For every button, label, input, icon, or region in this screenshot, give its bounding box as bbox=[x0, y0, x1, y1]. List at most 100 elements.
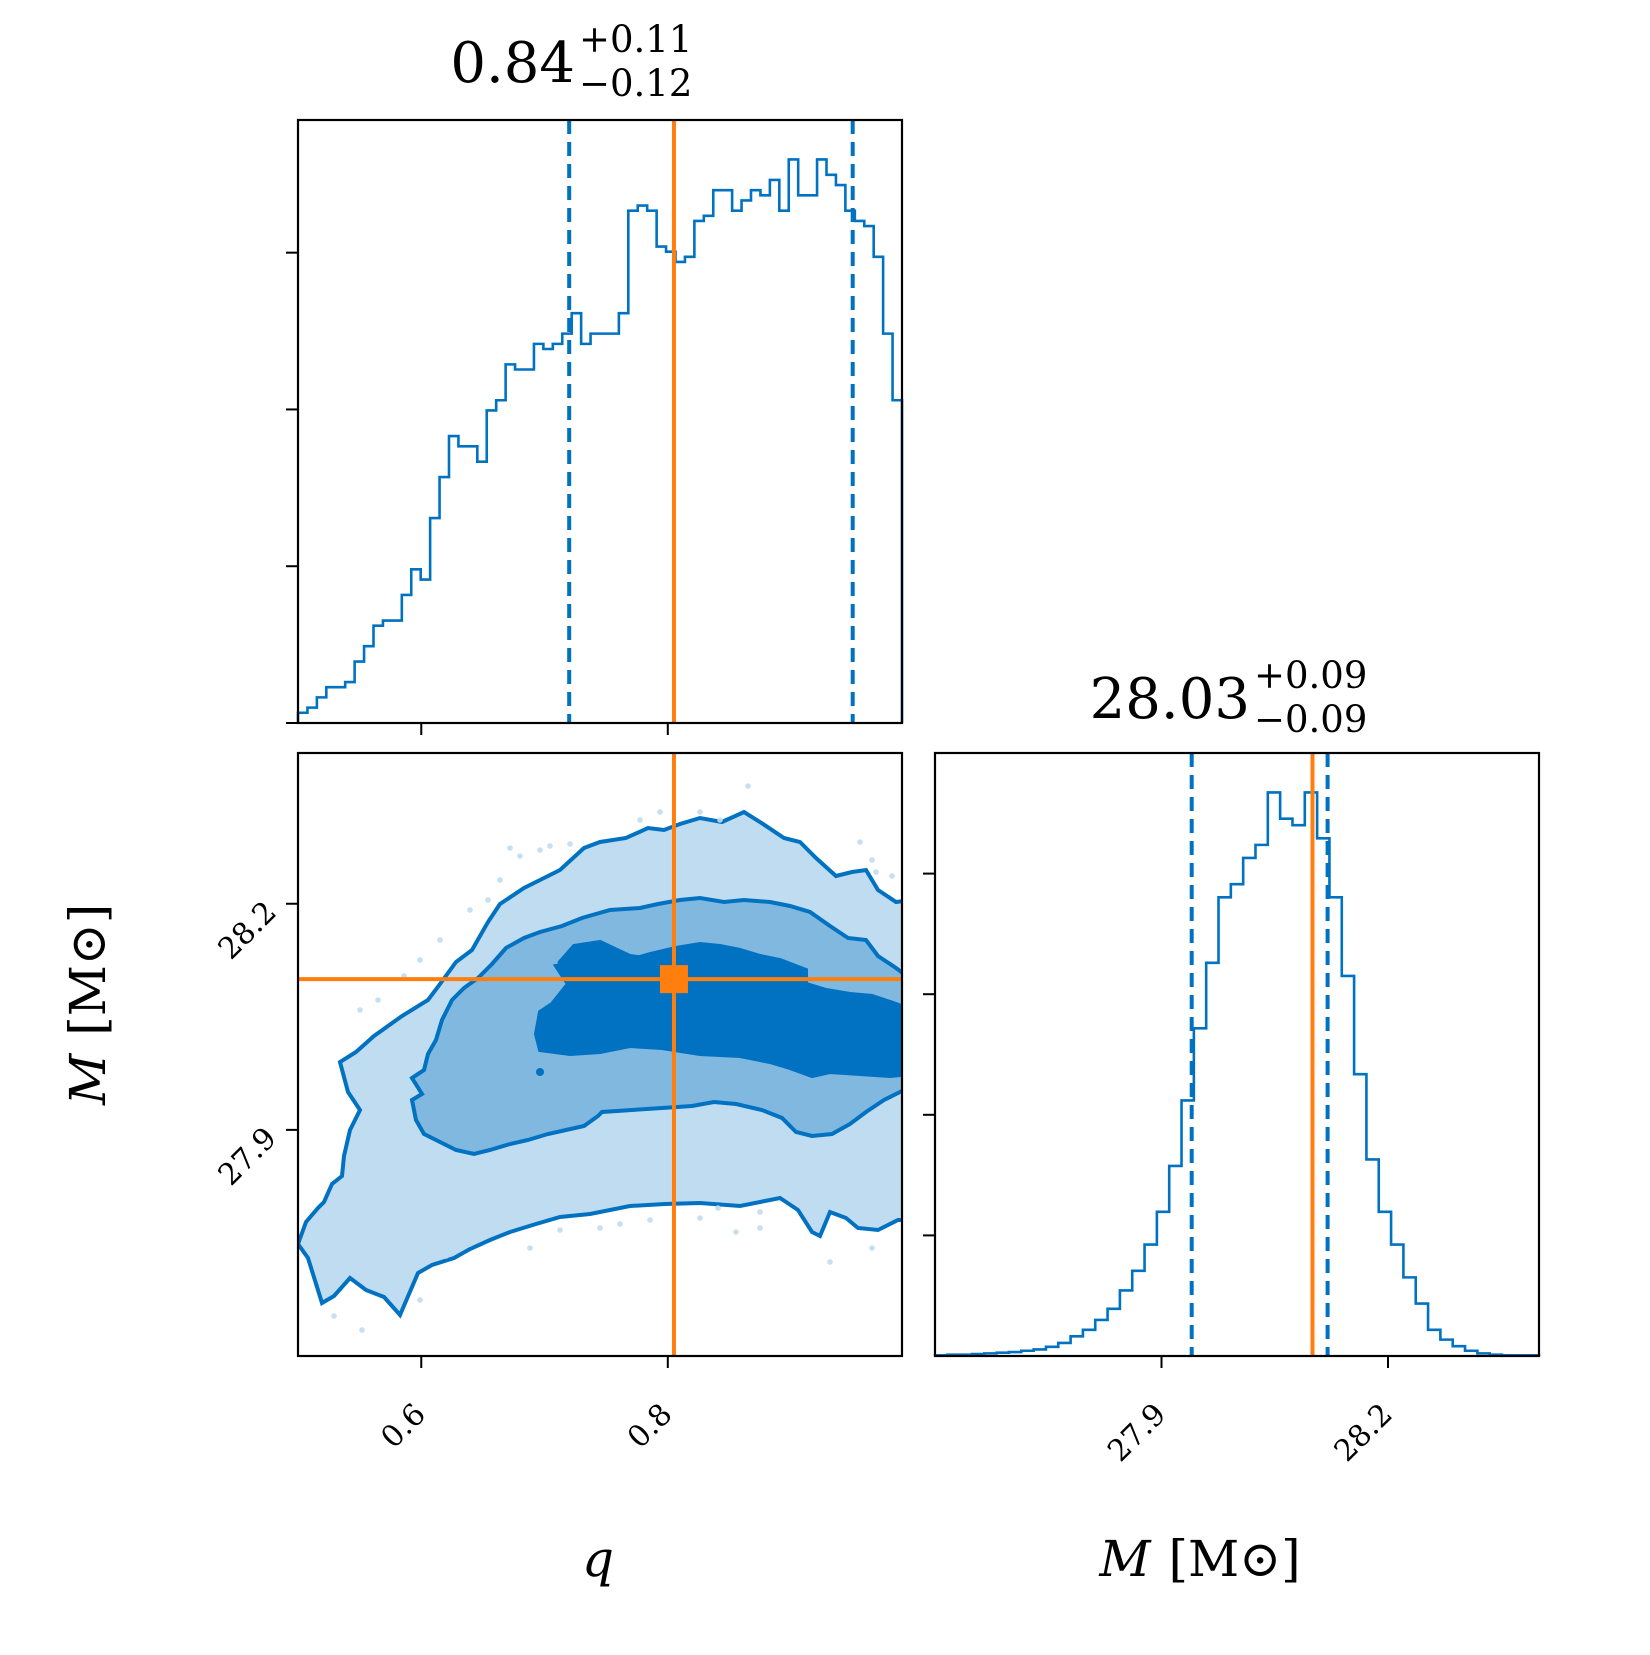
hist-bin-0-49 bbox=[760, 195, 769, 723]
contour-inner-dot bbox=[536, 1068, 544, 1076]
sample-point-7 bbox=[637, 817, 643, 823]
contour-level-inner-blob bbox=[557, 939, 761, 974]
sample-point-8 bbox=[657, 809, 663, 815]
contour-plot-area bbox=[298, 753, 902, 1356]
sample-points bbox=[331, 783, 895, 1333]
sample-point-30 bbox=[733, 1229, 739, 1235]
sample-point-18 bbox=[375, 997, 381, 1003]
sample-point-22 bbox=[357, 1259, 363, 1265]
hist-bin-0-54 bbox=[808, 195, 817, 723]
m-title-value: 28.03 bbox=[1090, 667, 1250, 732]
hist-bin-2-38 bbox=[1403, 1277, 1415, 1356]
hist-bin-0-46 bbox=[732, 211, 741, 723]
hist-bin-0-6 bbox=[355, 662, 364, 723]
m-histogram-frame bbox=[933, 751, 1541, 1358]
contour-xtick-label-1: 0.8 bbox=[621, 1397, 679, 1455]
sample-point-33 bbox=[869, 1245, 875, 1251]
sample-point-4 bbox=[537, 847, 543, 853]
sample-point-29 bbox=[697, 1215, 703, 1221]
sample-point-23 bbox=[377, 1287, 383, 1293]
hist-bin-2-34 bbox=[1354, 1074, 1366, 1356]
hist-bin-0-63 bbox=[893, 400, 902, 723]
hist-bin-2-9 bbox=[1046, 1347, 1058, 1356]
hist-bin-0-8 bbox=[374, 626, 383, 723]
hist-bin-0-30 bbox=[581, 344, 590, 723]
contour-panel: 0.6 0.8 27.9 28.2 q M [M⊙] bbox=[59, 751, 904, 1588]
hist-bin-0-61 bbox=[874, 257, 883, 723]
hist-bin-0-24 bbox=[525, 369, 534, 723]
hist-bin-0-27 bbox=[553, 344, 562, 723]
q-histogram-panel: 0.84 +0.11 −0.12 bbox=[286, 18, 904, 735]
hist-bin-0-23 bbox=[515, 369, 524, 723]
hist-step-outline-0 bbox=[296, 158, 904, 723]
hist-bin-0-45 bbox=[723, 190, 732, 723]
hist-bin-2-33 bbox=[1342, 976, 1354, 1356]
hist-bin-0-19 bbox=[477, 462, 486, 723]
m-hist-xtick-label-0: 27.9 bbox=[1101, 1397, 1173, 1469]
q-title-plus: +0.11 bbox=[579, 18, 692, 61]
m-hist-xtick-label-1: 28.2 bbox=[1328, 1397, 1400, 1469]
sample-point-9 bbox=[857, 839, 863, 845]
contour-ylabel: M [M⊙] bbox=[59, 904, 117, 1106]
hist-bin-0-52 bbox=[789, 159, 798, 723]
sample-point-39 bbox=[443, 1253, 449, 1259]
hist-bin-0-5 bbox=[345, 682, 354, 723]
hist-bin-2-32 bbox=[1329, 897, 1341, 1356]
hist-bin-0-21 bbox=[496, 400, 505, 723]
sample-point-1 bbox=[687, 823, 693, 829]
q-title-minus: −0.12 bbox=[579, 62, 692, 105]
sample-point-28 bbox=[647, 1217, 653, 1223]
hist-bin-0-47 bbox=[742, 200, 751, 723]
contour-frame bbox=[296, 751, 904, 1358]
sample-point-27 bbox=[597, 1225, 603, 1231]
sample-point-3 bbox=[507, 845, 513, 851]
sample-point-24 bbox=[417, 1297, 423, 1303]
hist-bin-2-11 bbox=[1071, 1336, 1083, 1356]
sample-point-12 bbox=[889, 873, 895, 879]
sample-point-34 bbox=[715, 1205, 721, 1211]
hist-bin-0-20 bbox=[487, 410, 496, 723]
hist-bin-0-22 bbox=[506, 364, 515, 723]
truth-crosshair bbox=[298, 753, 902, 1356]
hist-bin-2-12 bbox=[1083, 1330, 1095, 1356]
m-xlabel: M [M⊙] bbox=[1098, 1530, 1300, 1588]
hist-bin-0-1 bbox=[307, 708, 316, 723]
hist-bin-0-31 bbox=[591, 334, 600, 723]
hist-bin-0-15 bbox=[440, 477, 449, 723]
hist-bin-0-57 bbox=[836, 185, 845, 723]
hist-bin-0-4 bbox=[336, 687, 345, 723]
sample-point-37 bbox=[499, 1223, 505, 1229]
q-title: 0.84 bbox=[450, 31, 575, 96]
sample-point-43 bbox=[517, 853, 523, 859]
hist-bin-0-35 bbox=[628, 211, 637, 723]
sample-point-6 bbox=[597, 847, 603, 853]
m-histogram-panel: 27.9 28.2 28.03 +0.09 −0.09 M [M⊙] bbox=[923, 654, 1541, 1588]
hist-bin-0-12 bbox=[411, 569, 420, 723]
hist-bin-0-7 bbox=[364, 646, 373, 723]
hist-bin-0-62 bbox=[883, 334, 892, 723]
m-xlabel-unit: [M⊙] bbox=[1169, 1530, 1301, 1588]
hist-bin-0-32 bbox=[600, 334, 609, 723]
sample-point-42 bbox=[485, 897, 491, 903]
sample-point-45 bbox=[697, 809, 703, 815]
sample-point-41 bbox=[331, 1313, 337, 1319]
hist-bin-0-40 bbox=[676, 262, 685, 723]
hist-bin-2-37 bbox=[1391, 1245, 1403, 1356]
hist-bin-2-29 bbox=[1292, 825, 1304, 1356]
hist-bin-2-36 bbox=[1379, 1212, 1391, 1356]
hist-bin-0-25 bbox=[534, 344, 543, 723]
m-xlabel-symbol: M bbox=[1098, 1530, 1152, 1588]
hist-bin-0-2 bbox=[317, 697, 326, 723]
hist-bin-0-55 bbox=[817, 159, 826, 723]
hist-bin-0-51 bbox=[779, 211, 788, 723]
contour-ylabel-unit: [M⊙] bbox=[59, 904, 117, 1036]
hist-bin-2-40 bbox=[1428, 1330, 1440, 1356]
hist-bin-0-56 bbox=[827, 175, 836, 723]
contour-ytick-label-1: 28.2 bbox=[212, 895, 284, 967]
hist-bin-2-23 bbox=[1219, 897, 1231, 1356]
sample-point-2 bbox=[717, 817, 723, 823]
hist-bin-0-14 bbox=[430, 518, 439, 723]
hist-bin-0-36 bbox=[638, 206, 647, 723]
sample-point-26 bbox=[557, 1227, 563, 1233]
